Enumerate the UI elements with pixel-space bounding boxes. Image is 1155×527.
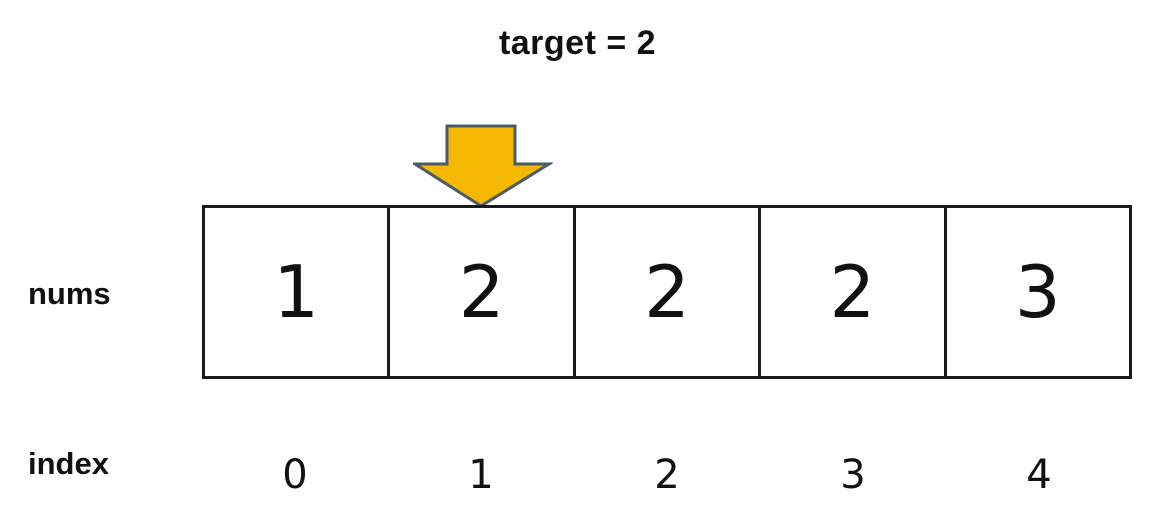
array-cell-0: 1: [205, 208, 391, 376]
index-row-label: index: [28, 446, 109, 481]
index-row: 0 1 2 3 4: [202, 452, 1132, 498]
array-cell-4: 3: [1014, 250, 1061, 334]
index-label-2: 2: [654, 452, 680, 498]
array-cell-1: 2: [390, 208, 576, 376]
nums-array: 1 2 2 2 3: [202, 205, 1132, 379]
array-cell-3: 2: [761, 208, 947, 376]
array-cell-2: 2: [576, 208, 762, 376]
index-label-4: 4: [1026, 452, 1052, 498]
index-label-0: 0: [282, 452, 308, 498]
index-label-3: 3: [840, 452, 866, 498]
target-label: target = 2: [498, 24, 657, 62]
index-label-1: 1: [468, 452, 494, 498]
down-arrow-icon: [413, 124, 554, 208]
nums-row-label: nums: [28, 276, 111, 311]
